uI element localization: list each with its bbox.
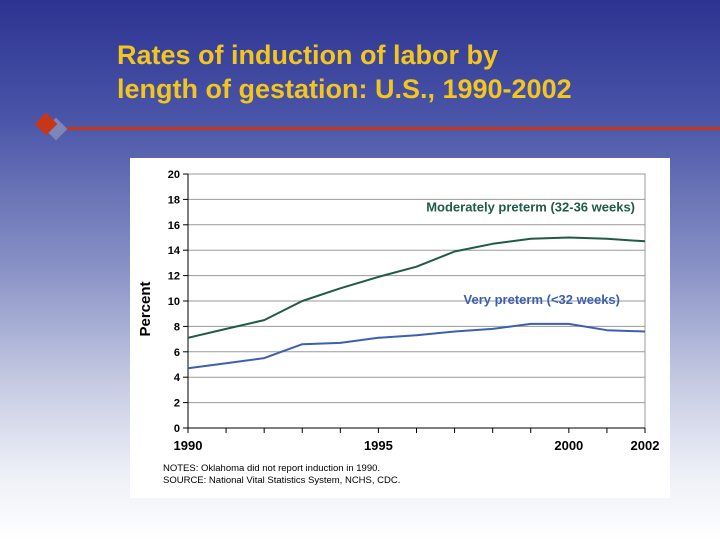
x-tick-label: 1995 — [364, 438, 393, 453]
slide-title-line-1: Rates of induction of labor by — [117, 40, 499, 70]
y-tick-label: 10 — [168, 296, 180, 308]
y-tick-label: 14 — [168, 245, 181, 257]
y-tick-label: 2 — [174, 398, 180, 410]
y-tick-label: 12 — [168, 271, 180, 283]
y-tick-label: 16 — [168, 220, 180, 232]
x-tick-label: 2002 — [631, 438, 660, 453]
series-label-very-preterm: Very preterm (<32 weeks) — [464, 292, 620, 307]
chart-notes: NOTES: Oklahoma did not report induction… — [163, 463, 613, 487]
y-tick-label: 6 — [174, 347, 180, 359]
slide-title: Rates of induction of labor by length of… — [117, 38, 707, 106]
y-tick-label: 20 — [168, 169, 180, 181]
series-line-very-preterm — [187, 322, 646, 370]
slide-title-line-2: length of gestation: U.S., 1990-2002 — [117, 74, 572, 104]
title-underline — [52, 127, 720, 130]
y-tick-label: 18 — [168, 194, 180, 206]
source-line: SOURCE: National Vital Statistics System… — [163, 475, 401, 486]
x-tick-label: 2000 — [554, 438, 583, 453]
series-line-moderately-preterm — [187, 236, 646, 339]
y-tick-label: 8 — [174, 321, 180, 333]
line-chart: 0 2 4 6 8 10 12 14 16 18 20 1990 1995 2000 2002 Percent… — [137, 169, 660, 453]
notes-line: NOTES: Oklahoma did not report induction… — [163, 463, 381, 474]
y-tick-label: 0 — [174, 423, 180, 435]
x-tick-label: 1990 — [174, 438, 203, 453]
y-tick-label: 4 — [174, 372, 181, 384]
y-axis-title: Percent — [137, 281, 154, 336]
series-label-moderately-preterm: Moderately preterm (32-36 weeks) — [426, 200, 635, 215]
chart-panel: 0 2 4 6 8 10 12 14 16 18 20 1990 1995 2000 2002 Percent… — [130, 158, 670, 498]
